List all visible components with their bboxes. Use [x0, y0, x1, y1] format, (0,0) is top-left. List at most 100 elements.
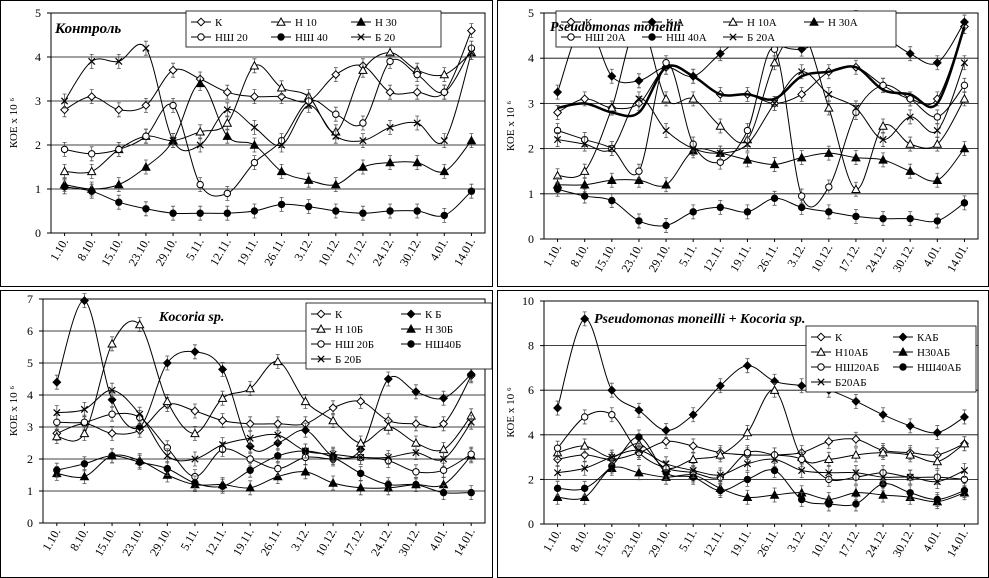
data-point — [769, 385, 780, 394]
x-tick-label: 5.11. — [178, 526, 202, 553]
data-point — [80, 460, 89, 468]
x-tick-label: 15.10. — [591, 527, 618, 560]
data-point — [823, 102, 834, 112]
y-tick-label: 6 — [528, 383, 534, 397]
x-tick-label: 30.12. — [397, 236, 424, 269]
x-tick-label: 4.01. — [920, 242, 944, 270]
data-point — [743, 208, 752, 216]
data-point — [635, 167, 643, 175]
data-point — [358, 161, 368, 171]
legend-marker — [316, 323, 326, 333]
data-point — [688, 454, 699, 464]
data-point — [743, 126, 752, 135]
data-point — [386, 207, 394, 215]
data-point — [79, 471, 90, 481]
x-tick-label: 24.12. — [368, 526, 395, 559]
data-point — [196, 141, 204, 149]
legend-marker — [407, 340, 415, 348]
data-point — [689, 144, 697, 153]
data-point — [959, 438, 970, 448]
data-point — [825, 183, 833, 191]
data-point — [851, 434, 861, 444]
data-point — [163, 452, 171, 460]
data-point — [905, 166, 916, 175]
y-tick-label: 1 — [27, 484, 33, 498]
legend-label: Н 10А — [747, 17, 777, 29]
y-tick-label: 2 — [528, 142, 534, 156]
legend-label: К Б — [425, 309, 441, 321]
data-point — [770, 466, 779, 475]
data-point — [608, 411, 616, 419]
x-tick-label: 23.10. — [618, 242, 645, 275]
data-point — [770, 455, 779, 463]
data-point — [906, 214, 914, 223]
series-line — [557, 389, 965, 470]
chart-title: Pseudomonas moneilli + Kocoria sp. — [594, 312, 805, 327]
data-point — [769, 489, 780, 499]
data-point — [878, 410, 888, 420]
data-point — [60, 97, 69, 105]
legend-label: Н 10 — [295, 17, 317, 29]
data-point — [222, 131, 233, 140]
data-point — [115, 145, 123, 154]
chart-panel-control: 0 1 2 3 4 5 КОЕ x 10 ⁶ 1.10. 8.10. 15.10. 23.10. 29… — [0, 0, 493, 287]
data-point — [79, 296, 89, 306]
data-point — [107, 428, 117, 438]
x-tick-label: 29.10. — [153, 236, 180, 269]
data-point — [823, 454, 834, 464]
data-point — [53, 408, 61, 417]
data-point — [249, 60, 260, 70]
y-tick-label: 3 — [35, 94, 41, 108]
data-point — [905, 139, 916, 148]
data-point — [52, 377, 62, 387]
data-point — [688, 93, 699, 103]
data-point — [357, 453, 365, 462]
data-point — [906, 113, 914, 121]
x-tick-label: 10.12. — [808, 527, 835, 560]
series-line — [56, 454, 472, 489]
data-point — [879, 473, 887, 481]
data-point — [332, 207, 340, 215]
data-point — [661, 93, 671, 103]
legend-marker — [816, 346, 826, 356]
data-point — [959, 412, 969, 422]
data-point — [196, 180, 204, 189]
data-point — [113, 179, 124, 189]
data-point — [277, 141, 286, 149]
data-point — [330, 179, 341, 189]
data-point — [933, 126, 941, 135]
legend-label: Н 10Б — [335, 324, 363, 336]
legend-label: НШ40АБ — [917, 362, 961, 374]
series-line — [56, 450, 472, 494]
series-Б-20Б — [53, 382, 475, 467]
legend-marker — [317, 355, 325, 363]
x-tick-label: 5.11. — [676, 527, 700, 554]
data-point — [276, 166, 287, 176]
data-point — [59, 166, 70, 176]
legend-label: Н 30 — [375, 17, 397, 29]
data-point — [608, 144, 616, 153]
data-point — [466, 135, 477, 145]
x-tick-label: 24.12. — [370, 236, 397, 269]
data-point — [553, 135, 562, 144]
data-point — [797, 381, 807, 391]
legend-label: Б 20Б — [335, 354, 361, 366]
data-point — [797, 192, 806, 200]
data-point — [933, 495, 942, 504]
data-point — [412, 157, 423, 167]
x-tick-label: 10.12. — [315, 236, 342, 269]
data-point — [440, 211, 449, 220]
data-point — [634, 467, 644, 477]
data-point — [440, 136, 448, 145]
chart-title: Kocoria sp. — [158, 310, 224, 325]
data-point — [608, 453, 616, 461]
data-point — [87, 150, 96, 158]
data-point — [162, 358, 172, 368]
data-point — [905, 421, 915, 431]
data-point — [439, 455, 448, 463]
x-tick-label: 30.12. — [395, 526, 422, 559]
data-point — [606, 102, 617, 112]
y-axis-label: КОЕ x 10 ⁶ — [8, 386, 20, 436]
data-point — [851, 152, 861, 162]
